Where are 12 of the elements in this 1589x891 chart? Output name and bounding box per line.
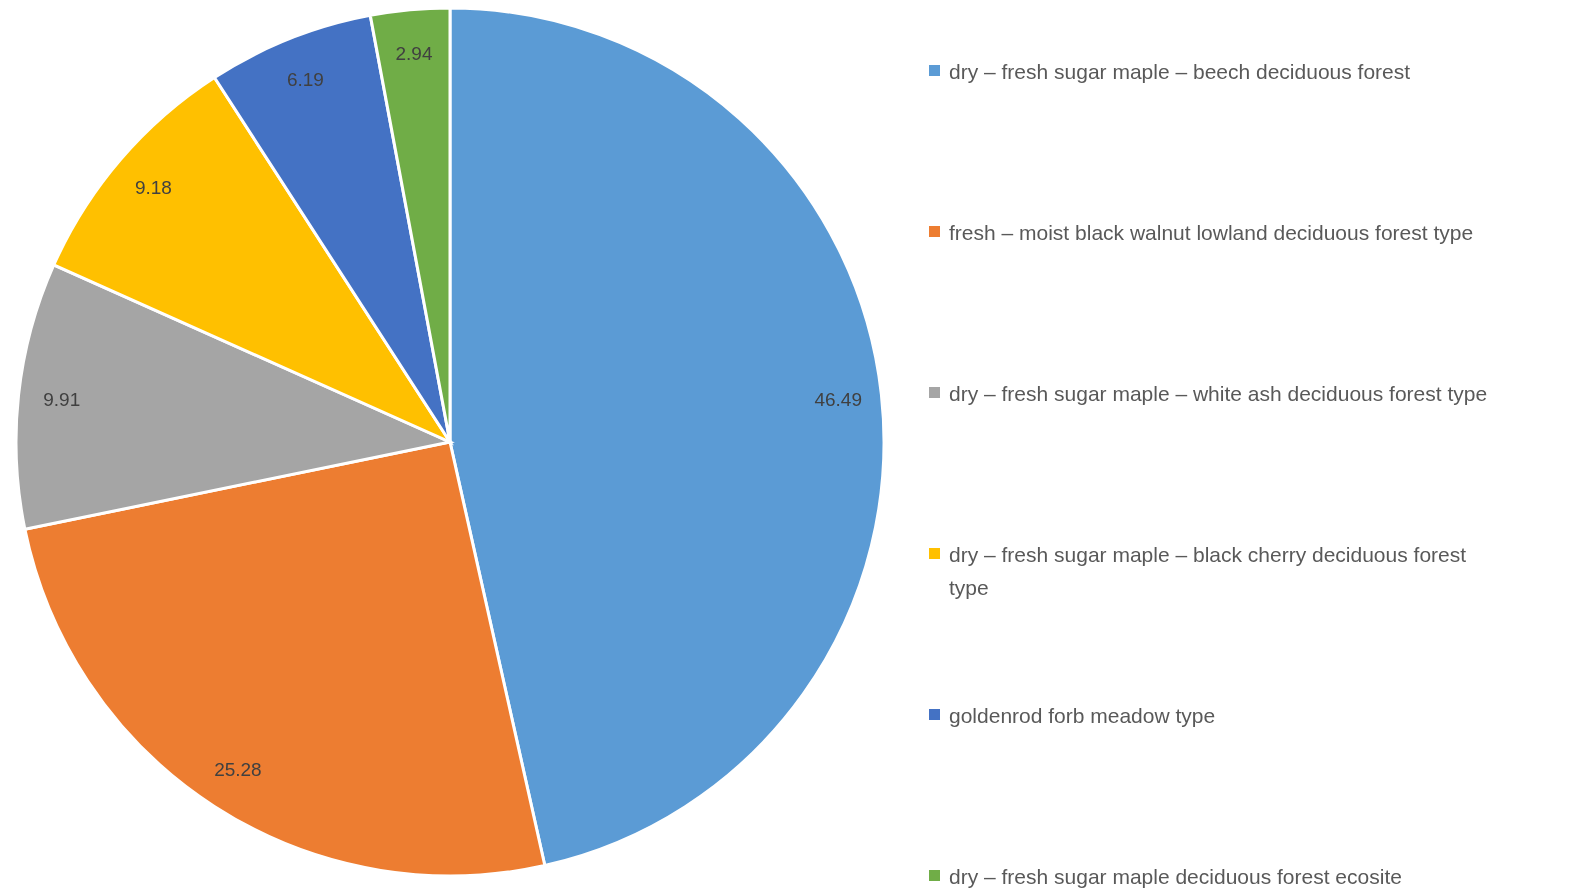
data-label: 46.49 <box>814 388 863 410</box>
data-label: 6.19 <box>286 68 324 90</box>
data-label: 9.18 <box>134 177 172 199</box>
data-label: 2.94 <box>395 42 433 64</box>
data-label: 9.91 <box>43 389 81 411</box>
legend-label: dry – fresh sugar maple deciduous forest ecosite <box>949 864 1402 888</box>
legend-label: dry – fresh sugar maple – white ash deciduous forest type <box>949 381 1488 405</box>
legend-label: dry – fresh sugar maple – beech deciduous forest <box>949 59 1411 83</box>
legend-label: fresh – moist black walnut lowland deciduous forest type <box>949 220 1474 244</box>
legend-label: goldenrod forb meadow type <box>949 703 1216 727</box>
data-label: 25.28 <box>214 759 262 781</box>
legend-label: dry – fresh sugar maple – black cherry deciduous forest type <box>949 542 1467 599</box>
